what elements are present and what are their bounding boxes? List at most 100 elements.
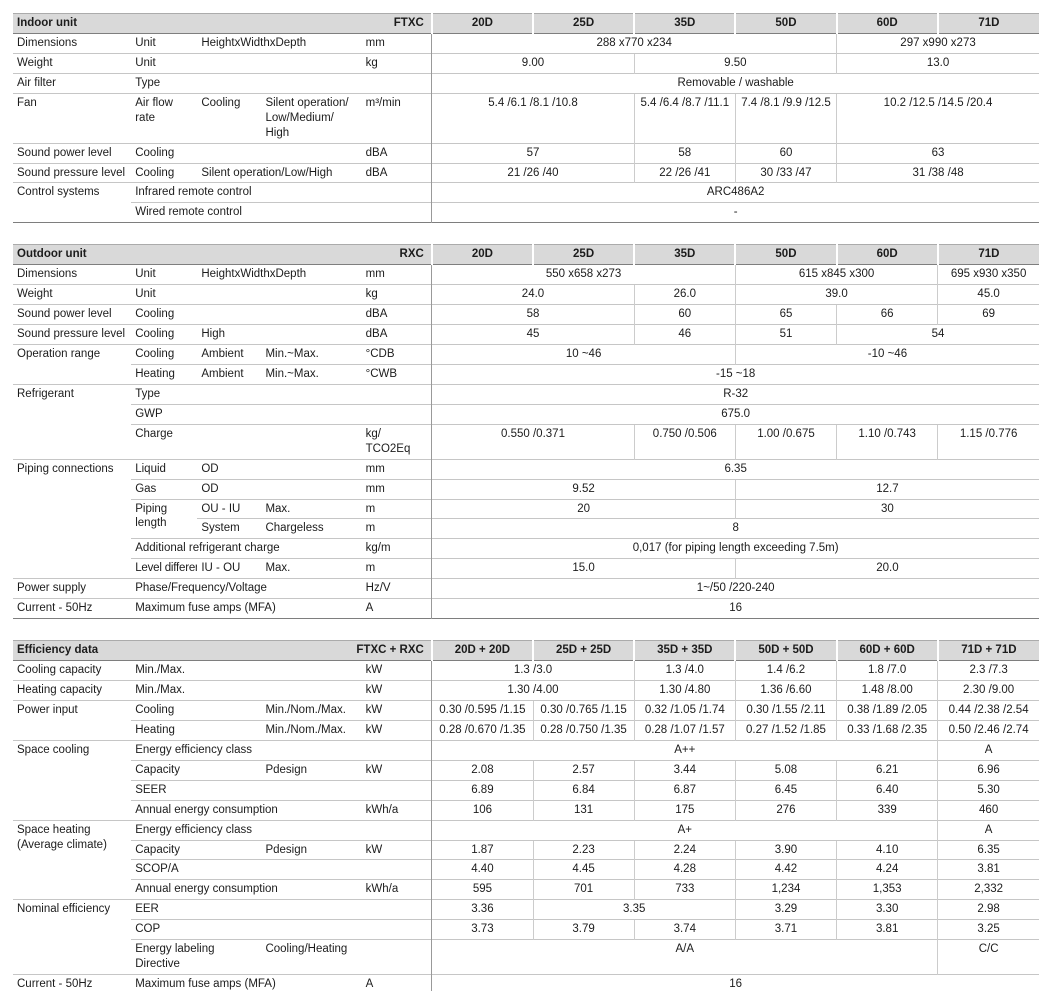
spec-label (361, 383, 432, 405)
spec-label: HeightxWidthxDepth (197, 32, 362, 54)
spec-value: 6.96 (937, 759, 1039, 781)
table-header-band: Indoor unit FTXC (13, 13, 432, 34)
spec-label: Heating capacity (13, 680, 132, 701)
column-header: 35D (633, 244, 736, 266)
spec-value: 3.44 (633, 759, 736, 781)
spec-label: mm (361, 478, 432, 499)
spec-label: Maximum fuse amps (MFA) (131, 974, 362, 991)
spec-value: 7.4 /8.1 /9.9 /12.5 (734, 92, 837, 144)
spec-value: 3.79 (532, 919, 635, 940)
column-header: 25D (531, 244, 635, 266)
spec-value: 6.89 (431, 779, 533, 801)
spec-value: 57 (431, 142, 635, 163)
table-header-band: Outdoor unit RXC (13, 244, 432, 266)
spec-value: 6.21 (836, 759, 938, 781)
spec-label (261, 478, 362, 499)
spec-value: A++ (431, 739, 938, 761)
spec-value: 3.29 (734, 899, 837, 920)
spec-value: Removable / washable (431, 72, 1039, 94)
spec-value: 13.0 (836, 52, 1039, 74)
spec-label: Cooling (131, 304, 198, 325)
spec-value: 5.4 /6.4 /8.7 /11.1 (633, 92, 736, 144)
spec-label: Ambient (197, 344, 262, 365)
spec-label (361, 899, 432, 920)
spec-label (197, 403, 262, 425)
spec-label: Cooling (197, 92, 262, 144)
spec-label: Infrared remote control (131, 182, 362, 203)
spec-value: 1.15 /0.776 (937, 423, 1039, 460)
spec-label: Wired remote control (131, 202, 362, 223)
spec-value: 0.28 /0.750 /1.35 (532, 719, 635, 741)
spec-label: Sound pressure level (13, 324, 132, 345)
spec-label (361, 72, 432, 94)
spec-label (361, 182, 432, 203)
spec-value: 21 /26 /40 (431, 162, 635, 183)
table-model-code: FTXC + RXC (356, 644, 424, 657)
spec-value: 3.74 (633, 919, 736, 940)
spec-label (197, 52, 262, 74)
spec-label: OU - IU (197, 498, 262, 519)
spec-label (197, 72, 262, 94)
spec-value: 6.87 (633, 779, 736, 801)
spec-label: A (361, 974, 432, 991)
spec-label: Piping length (131, 498, 198, 539)
spec-label: Min./Nom./Max. (261, 719, 362, 741)
spec-label: kW (361, 719, 432, 741)
spec-label: kW (361, 839, 432, 860)
spec-label: Cooling (131, 162, 198, 183)
spec-label: Weight (13, 284, 132, 305)
spec-label: Weight (13, 52, 132, 74)
spec-label: Pdesign (261, 839, 362, 860)
spec-value: 1.48 /8.00 (836, 680, 938, 701)
spec-label (197, 142, 262, 163)
spec-value: 20 (431, 498, 736, 519)
spec-value: 10.2 /12.5 /14.5 /20.4 (836, 92, 1039, 144)
spec-value: 4.45 (532, 859, 635, 880)
spec-label (261, 458, 362, 480)
column-header: 25D + 25D (531, 640, 635, 662)
spec-label: Dimensions (13, 32, 132, 54)
spec-value: 3.30 (836, 899, 938, 920)
spec-label: Current - 50Hz (13, 974, 132, 991)
spec-label: Hz/V (361, 578, 432, 599)
column-header: 20D (430, 13, 533, 34)
spec-label: Maximum fuse amps (MFA) (131, 598, 362, 619)
spec-label (197, 284, 262, 305)
spec-label: Sound pressure level (13, 162, 132, 183)
spec-label (261, 304, 362, 325)
spec-label: Silent operation/Low/High (197, 162, 362, 183)
column-header: 35D + 35D (633, 640, 736, 662)
spec-value: 0.33 /1.68 /2.35 (836, 719, 938, 741)
spec-value: 2.08 (431, 759, 533, 781)
spec-value: 2.23 (532, 839, 635, 860)
spec-label: GWP (131, 403, 198, 425)
spec-value: 1.4 /6.2 (734, 660, 837, 681)
spec-value: 2.57 (532, 759, 635, 781)
spec-label: mm (361, 264, 432, 285)
spec-value: 2,332 (937, 879, 1039, 900)
spec-value: 3.71 (734, 919, 837, 940)
spec-value: 1.8 /7.0 (836, 660, 938, 681)
column-header: 50D (734, 244, 837, 266)
spec-value: 0,017 (for piping length exceeding 7.5m) (431, 538, 1039, 559)
spec-label (361, 403, 432, 425)
spec-label: Heating (131, 719, 262, 741)
spec-value: 3.81 (836, 919, 938, 940)
table-header-band: Efficiency data FTXC + RXC (13, 640, 432, 662)
spec-label: Air filter (13, 72, 132, 94)
spec-value: 10 ~46 (431, 344, 736, 365)
spec-label: kWh/a (361, 799, 432, 821)
spec-label: Max. (261, 558, 362, 579)
spec-label: Type (131, 383, 198, 405)
spec-label: Capacity (131, 759, 262, 781)
spec-value: 60 (734, 142, 837, 163)
spec-value: 2.24 (633, 839, 736, 860)
spec-value: 24.0 (431, 284, 635, 305)
spec-label: Piping connections (13, 458, 132, 579)
spec-label: Min.~Max. (261, 344, 362, 365)
spec-value: 9.52 (431, 478, 736, 499)
column-header: 71D (936, 13, 1039, 34)
spec-label: dBA (361, 142, 432, 163)
spec-label (361, 202, 432, 223)
spec-value: 595 (431, 879, 533, 900)
